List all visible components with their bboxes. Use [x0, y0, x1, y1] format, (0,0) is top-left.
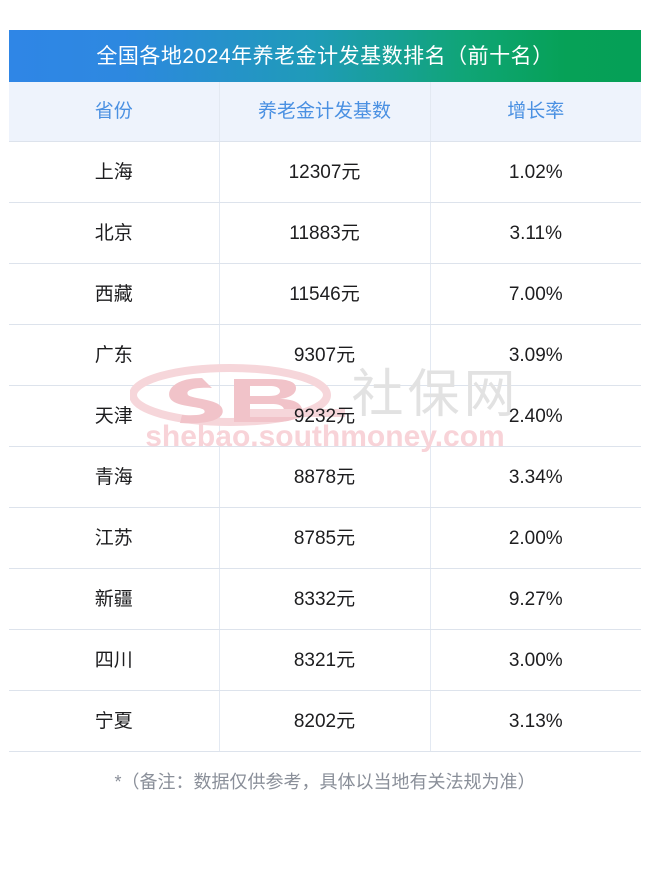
cell-province: 西藏 — [9, 263, 220, 325]
cell-province: 江苏 — [9, 507, 220, 569]
cell-growth: 7.00% — [430, 263, 641, 325]
table-body: 上海 12307元 1.02% 北京 11883元 3.11% 西藏 11546… — [9, 141, 641, 752]
cell-province: 新疆 — [9, 568, 220, 630]
cell-base: 11883元 — [219, 202, 431, 264]
table-footnote: *（备注：数据仅供参考，具体以当地有关法规为准） — [114, 772, 536, 792]
cell-province: 北京 — [9, 202, 220, 264]
cell-base: 8202元 — [219, 690, 431, 752]
page-title: 全国各地2024年养老金计发基数排名（前十名） — [96, 44, 554, 68]
table-row: 青海 8878元 3.34% — [9, 446, 641, 508]
pension-ranking-table: 省份 养老金计发基数 增长率 上海 12307元 1.02% 北京 11883元… — [9, 82, 641, 752]
table-row: 广东 9307元 3.09% — [9, 324, 641, 386]
table-row: 四川 8321元 3.00% — [9, 629, 641, 691]
cell-base: 8785元 — [219, 507, 431, 569]
cell-province: 天津 — [9, 385, 220, 447]
cell-growth: 3.34% — [430, 446, 641, 508]
table-row: 西藏 11546元 7.00% — [9, 263, 641, 325]
table-row: 北京 11883元 3.11% — [9, 202, 641, 264]
cell-growth: 3.00% — [430, 629, 641, 691]
cell-growth: 1.02% — [430, 141, 641, 203]
cell-province: 广东 — [9, 324, 220, 386]
cell-growth: 3.11% — [430, 202, 641, 264]
cell-growth: 3.13% — [430, 690, 641, 752]
table-title-bar: 全国各地2024年养老金计发基数排名（前十名） — [9, 30, 641, 82]
cell-province: 四川 — [9, 629, 220, 691]
cell-base: 8878元 — [219, 446, 431, 508]
cell-base: 8321元 — [219, 629, 431, 691]
column-header-base: 养老金计发基数 — [219, 82, 431, 142]
cell-province: 上海 — [9, 141, 220, 203]
column-header-province: 省份 — [9, 82, 220, 142]
cell-base: 9307元 — [219, 324, 431, 386]
table-row: 天津 9232元 2.40% — [9, 385, 641, 447]
table-row: 江苏 8785元 2.00% — [9, 507, 641, 569]
cell-growth: 9.27% — [430, 568, 641, 630]
table-header: 省份 养老金计发基数 增长率 — [9, 82, 641, 142]
cell-growth: 3.09% — [430, 324, 641, 386]
table-row: 新疆 8332元 9.27% — [9, 568, 641, 630]
cell-base: 11546元 — [219, 263, 431, 325]
cell-base: 8332元 — [219, 568, 431, 630]
cell-growth: 2.00% — [430, 507, 641, 569]
table-row: 宁夏 8202元 3.13% — [9, 690, 641, 752]
table-header-row: 省份 养老金计发基数 增长率 — [9, 82, 641, 142]
cell-province: 青海 — [9, 446, 220, 508]
cell-base: 9232元 — [219, 385, 431, 447]
cell-province: 宁夏 — [9, 690, 220, 752]
cell-growth: 2.40% — [430, 385, 641, 447]
cell-base: 12307元 — [219, 141, 431, 203]
column-header-growth: 增长率 — [430, 82, 641, 142]
table-row: 上海 12307元 1.02% — [9, 141, 641, 203]
